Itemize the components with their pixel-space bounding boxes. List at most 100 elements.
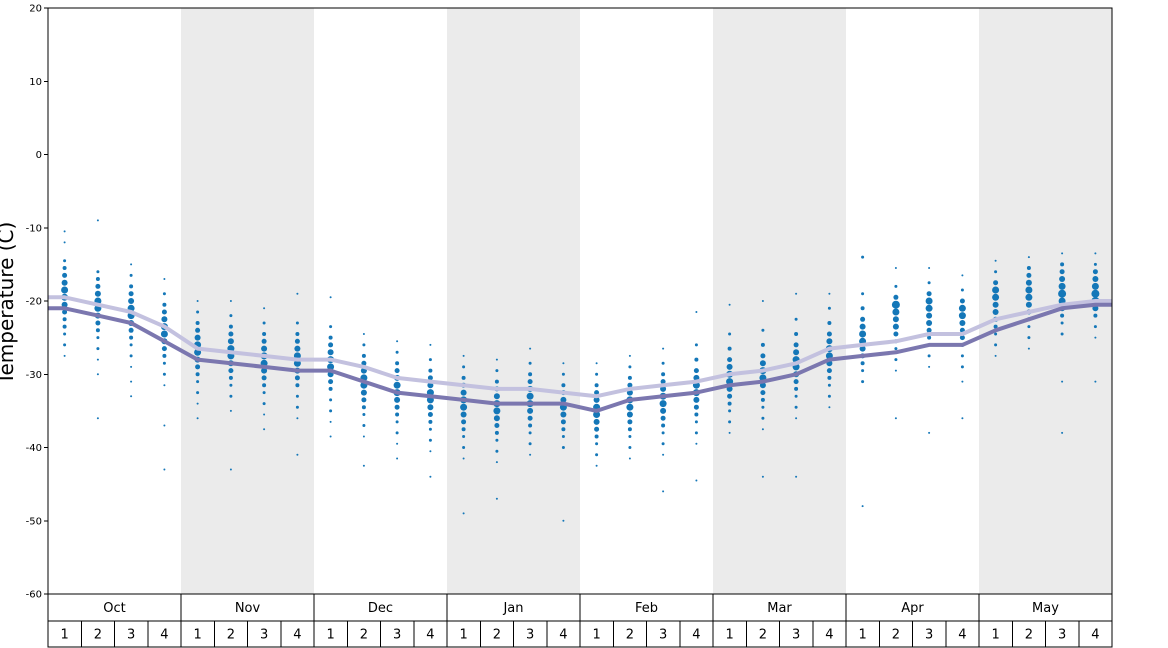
temperature-dot <box>428 438 432 442</box>
temperature-dot <box>495 438 499 442</box>
temperature-dot <box>1060 262 1065 267</box>
temperature-dot <box>860 316 866 322</box>
temperature-dot <box>262 332 267 336</box>
temperature-dot <box>62 324 67 329</box>
temperature-dot <box>294 375 300 381</box>
temperature-dot <box>393 381 401 389</box>
temperature-dot <box>959 320 966 326</box>
temperature-dot <box>827 375 832 380</box>
temperature-dot <box>62 309 68 315</box>
temperature-dot <box>694 431 698 435</box>
temperature-dot <box>61 279 68 286</box>
temperature-dot <box>62 266 67 270</box>
temperature-dot <box>660 385 667 392</box>
temperature-dot <box>595 442 599 446</box>
temperature-dot <box>661 442 665 446</box>
week-cell <box>1045 620 1080 648</box>
week-label: 1 <box>592 628 600 643</box>
temperature-dot <box>894 347 898 351</box>
temperature-dot <box>493 415 500 422</box>
temperature-dot <box>96 417 99 420</box>
temperature-dot <box>626 403 634 411</box>
temperature-dot <box>793 379 799 385</box>
temperature-dot <box>63 343 67 347</box>
y-tick-label: -10 <box>26 223 42 234</box>
week-cell <box>1078 620 1113 648</box>
temperature-dot <box>362 333 365 335</box>
temperature-dot <box>529 347 532 350</box>
temperature-dot <box>494 430 499 435</box>
temperature-dot <box>262 383 267 388</box>
temperature-dot <box>195 327 201 333</box>
temperature-dot <box>695 479 698 482</box>
temperature-dot <box>662 490 665 493</box>
month-label: Dec <box>368 601 393 616</box>
week-row: 1 2 3 4 1 2 3 4 1 2 3 4 1 2 3 4 1 2 3 4 1 2 3 4 1 2 3 4 1 2 3 4 <box>47 620 1113 648</box>
month-cell <box>712 593 847 622</box>
temperature-dot <box>693 368 699 374</box>
week-label: 3 <box>526 628 534 643</box>
week-cell <box>845 620 880 648</box>
month-label: Feb <box>635 601 658 616</box>
temperature-dot <box>527 379 533 385</box>
temperature-dot <box>1093 262 1097 266</box>
temperature-dot <box>958 304 966 312</box>
week-cell <box>147 620 182 648</box>
temperature-dot <box>1026 266 1031 270</box>
week-label: 1 <box>193 628 201 643</box>
temperature-dot <box>760 390 766 396</box>
temperature-dot <box>627 375 632 380</box>
temperature-dot <box>1092 276 1099 282</box>
temperature-dot <box>593 411 601 418</box>
temperature-dot <box>992 293 1000 301</box>
temperature-dot <box>594 383 599 388</box>
temperature-dot <box>262 321 266 325</box>
week-label: 4 <box>958 628 966 643</box>
temperature-dot <box>163 424 166 427</box>
average-line-layer <box>48 295 1112 413</box>
temperature-dot <box>161 309 167 315</box>
temperature-dot <box>1058 289 1067 298</box>
temperature-dot <box>130 380 133 383</box>
temperature-dot <box>661 423 666 428</box>
y-tick-label: -60 <box>26 590 42 601</box>
week-cell <box>679 620 714 648</box>
temperature-dot <box>728 409 732 413</box>
temperature-dot <box>1027 325 1031 329</box>
temperature-dot <box>861 292 865 296</box>
temperature-dot <box>928 267 931 269</box>
temperature-dot <box>296 417 299 420</box>
temperature-dot <box>395 412 400 417</box>
temperature-dot <box>96 270 100 274</box>
temperature-dot <box>527 407 534 414</box>
week-label: 1 <box>725 628 733 643</box>
temperature-dot <box>794 332 799 336</box>
temperature-dot <box>128 291 134 297</box>
temperature-dot <box>462 365 466 369</box>
y-tick-label: -20 <box>26 297 42 308</box>
temperature-dot <box>61 301 68 308</box>
temperature-dot <box>860 306 865 311</box>
temperature-dot <box>1025 293 1033 301</box>
temperature-dot <box>63 230 66 233</box>
temperature-dot <box>494 423 500 428</box>
temperature-dot <box>228 368 234 374</box>
month-label: Mar <box>767 601 792 616</box>
temperature-dot <box>427 375 433 381</box>
temperature-dot <box>928 431 931 434</box>
temperature-dot <box>362 413 366 416</box>
temperature-dot <box>1027 347 1030 350</box>
temperature-dot <box>228 324 233 329</box>
temperature-dot <box>760 397 765 402</box>
temperature-dot <box>428 427 432 431</box>
temperature-dot <box>695 311 698 313</box>
temperature-dot <box>96 373 99 376</box>
temperature-dot <box>960 365 964 369</box>
temperature-dot <box>861 380 865 384</box>
temperature-dot <box>894 284 898 288</box>
temperature-dot <box>1060 313 1065 318</box>
temperature-dot <box>163 278 166 280</box>
temperature-dot <box>1093 313 1098 318</box>
temperature-dot <box>891 300 900 309</box>
temperature-dot <box>561 383 566 388</box>
